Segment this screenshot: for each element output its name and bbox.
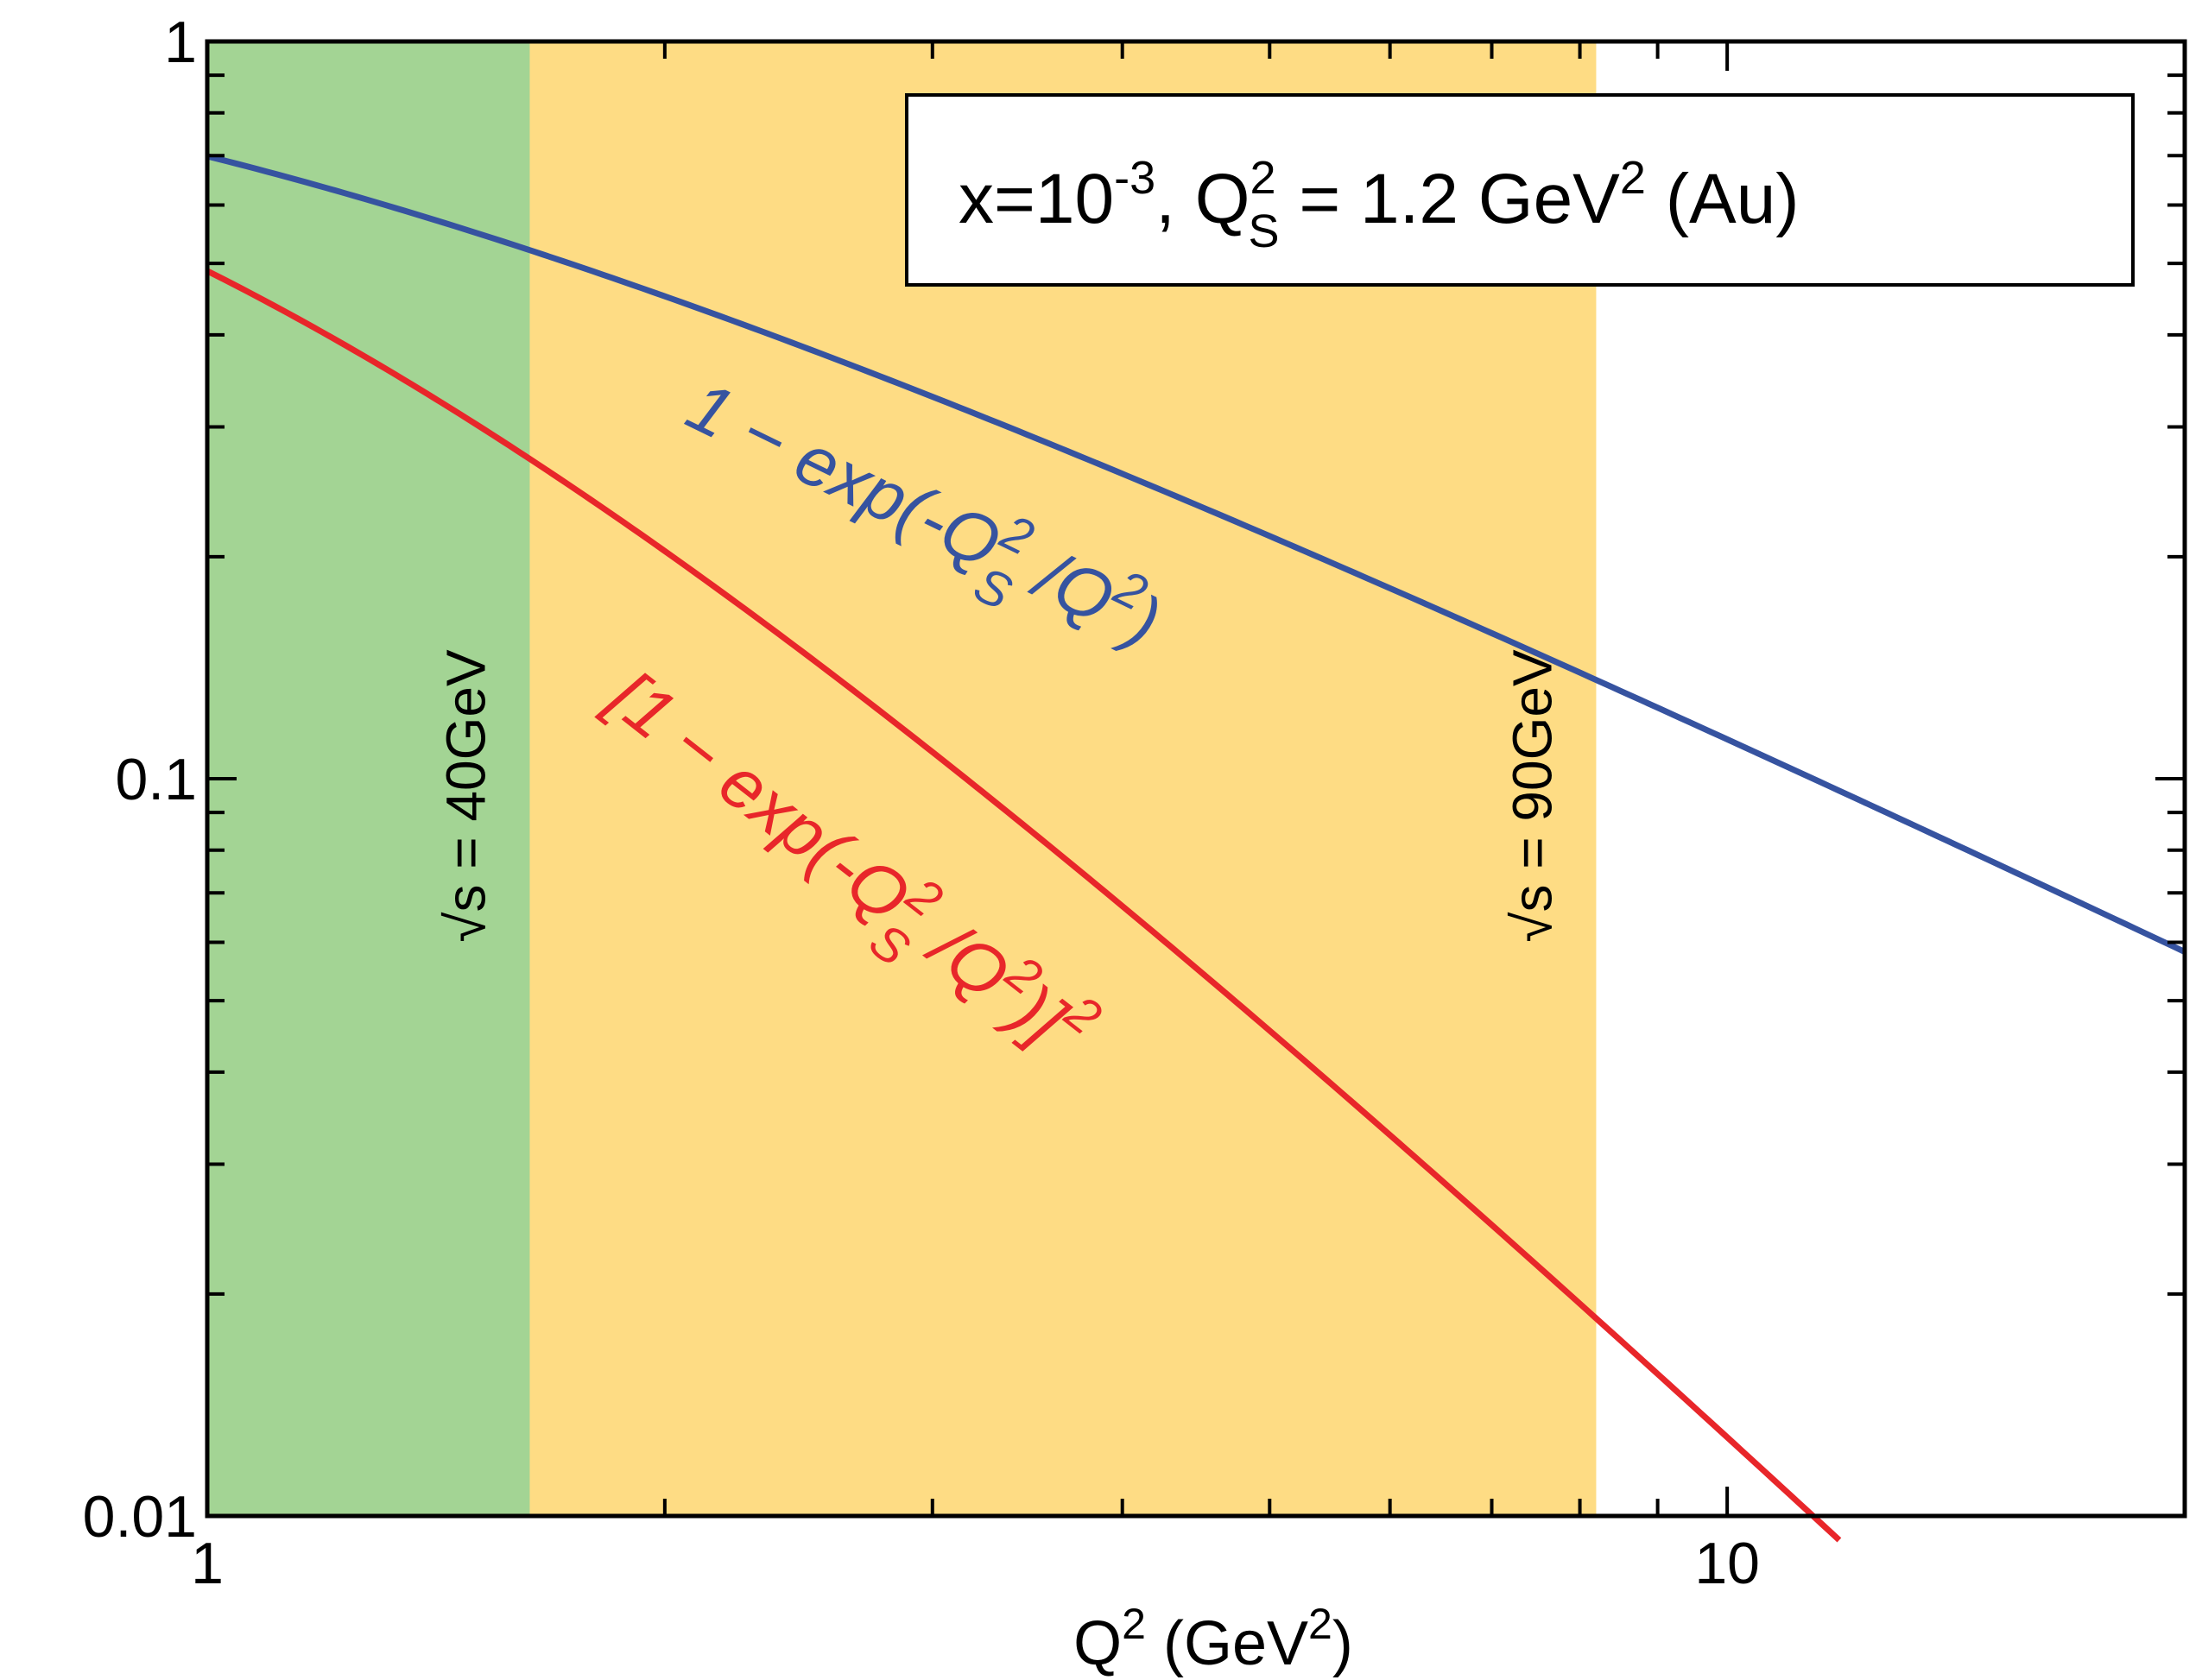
band-label-0: √s = 40GeV <box>434 649 497 943</box>
y-tick-label: 1 <box>164 9 197 75</box>
plot-frame <box>205 39 2187 1519</box>
annotation-text: x=10-3, Q2 S = 1.2 GeV2 (Au) <box>959 152 1800 257</box>
band-label-1: √s = 90GeV <box>1501 649 1563 943</box>
x-tick-label: 1 <box>191 1531 224 1596</box>
series-red-line <box>206 268 1842 1543</box>
x-tick-label: 10 <box>1694 1531 1760 1596</box>
series-blue-line <box>206 153 2186 955</box>
y-tick-label: 0.01 <box>83 1484 197 1550</box>
band-0 <box>207 41 530 1516</box>
band-1 <box>529 41 1597 1516</box>
y-tick-label: 0.1 <box>115 747 197 812</box>
x-axis-title: Q2 (GeV2) <box>1073 1600 1353 1678</box>
shaded-bands: √s = 40GeV √s = 90GeV <box>207 41 1597 1516</box>
annotation-box: x=10-3, Q2 S = 1.2 GeV2 (Au) <box>905 93 2135 287</box>
curves <box>206 153 2186 1543</box>
